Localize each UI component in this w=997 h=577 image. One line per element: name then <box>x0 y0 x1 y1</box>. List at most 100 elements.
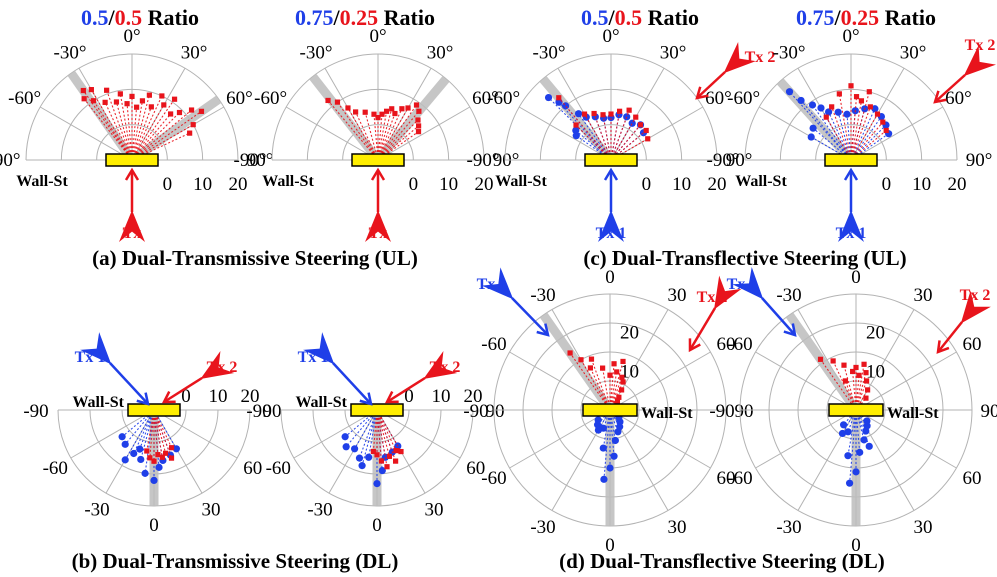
ray-line <box>377 113 396 161</box>
plot-a2: -90° -60° -30° 0° 30° 60° 90° 0 10 20 Wall-St Tx <box>234 26 519 242</box>
wall-label: Wall-St <box>495 173 547 190</box>
ray-line <box>153 409 173 448</box>
tx-arrow-head <box>161 391 176 404</box>
data-point-red <box>591 110 597 117</box>
data-point-red <box>378 458 385 464</box>
ray-line <box>131 95 150 161</box>
data-point-blue <box>141 469 149 477</box>
data-point-red <box>198 108 205 114</box>
ray-line <box>153 409 167 454</box>
data-point-red <box>643 127 649 134</box>
data-point-red <box>863 370 869 376</box>
data-point-red <box>616 108 623 114</box>
angle-tick-label: 60° <box>226 88 253 109</box>
angle-tick-label: 0° <box>602 26 619 47</box>
radial-tick-label: 10 <box>672 174 691 195</box>
data-point-blue <box>871 105 879 113</box>
ratio-red: 0.25 <box>340 5 379 30</box>
wall-label: Wall-St <box>735 173 787 190</box>
angle-tick-label: -90° <box>467 150 500 171</box>
data-point-red <box>190 122 196 128</box>
data-point-blue <box>785 88 794 96</box>
wall-structure: Wall-St <box>735 153 878 190</box>
data-point-blue <box>808 101 817 109</box>
data-point-red <box>865 387 871 393</box>
angle-tick-label: 60 <box>717 334 736 355</box>
data-point-blue <box>809 124 817 132</box>
data-point-red <box>858 98 865 104</box>
plot-b1: -90 -60 -30 0 30 60 90 0 10 20 Wall-St Tx 1 Tx 2 <box>23 332 282 536</box>
angle-tick-label: -30 <box>530 285 555 306</box>
data-point-red <box>619 374 625 380</box>
radial-tick-label: 0 <box>642 174 652 195</box>
plot-body: -90 -60 -30 0 30 60 90 0 10 20 Wall-St <box>23 386 282 536</box>
angle-tick-label: 90° <box>966 150 993 171</box>
tx-source-marker <box>423 350 458 380</box>
angle-tick-label: 30° <box>660 43 687 64</box>
ray-line <box>106 90 133 161</box>
data-point-blue <box>844 428 852 436</box>
radial-tick-label: 0 <box>181 386 191 407</box>
tx-arrow-line <box>761 297 796 336</box>
ray-line <box>344 409 378 438</box>
angle-tick-label: -60 <box>43 458 68 479</box>
ray-line <box>131 106 152 161</box>
ray-line <box>377 110 420 161</box>
ratio-word: Ratio <box>142 5 199 30</box>
angle-tick-label: -90 <box>246 401 271 422</box>
angle-tick-label: -30 <box>776 517 801 538</box>
angle-tick-label: 30 <box>668 517 687 538</box>
angle-tick-label: 90 <box>263 401 282 422</box>
data-point-red <box>117 91 123 97</box>
data-point-red <box>416 108 422 114</box>
angle-tick-label: 90 <box>735 401 754 422</box>
ray-line <box>131 104 165 161</box>
grid-spoke <box>39 106 133 161</box>
tx-arrow-line <box>332 362 372 405</box>
ray-line <box>580 359 611 411</box>
ray-line <box>139 409 155 450</box>
tx-source-marker <box>838 210 864 242</box>
tx-source-marker <box>481 267 514 300</box>
ray-line <box>850 96 858 161</box>
angle-tick-label: 0° <box>842 26 859 47</box>
data-point-red <box>168 445 175 451</box>
angle-tick-label: 30 <box>668 285 687 306</box>
ray-line <box>800 100 852 161</box>
data-point-red <box>611 361 617 367</box>
wall-rect <box>824 153 878 167</box>
data-point-blue <box>561 102 570 110</box>
tx-label: Tx 1 <box>836 225 867 242</box>
radial-tick-label: 0 <box>409 174 419 195</box>
ray-line <box>578 113 612 161</box>
tx-source-marker <box>119 210 145 242</box>
angle-tick-label: -30° <box>54 43 87 64</box>
data-point-red <box>645 136 651 142</box>
data-point-blue <box>611 436 619 445</box>
angle-tick-label: -60° <box>487 88 520 109</box>
series-red <box>325 97 422 161</box>
tx-arrow-line <box>386 376 426 404</box>
ray-line <box>849 409 857 484</box>
tx-arrow-head <box>843 167 859 181</box>
angle-tick-label: -60 <box>481 468 506 489</box>
data-point-red <box>856 372 862 378</box>
ray-line <box>377 108 403 161</box>
wall-rect <box>351 153 405 167</box>
ray-line <box>609 371 618 411</box>
tx-label: Tx 2 <box>207 359 238 376</box>
angle-ticks: -90 -60 -30 0 30 60 90 <box>246 401 504 536</box>
radial-tick-label: 10 <box>620 361 639 382</box>
data-point-red <box>155 452 161 458</box>
angle-tick-label: -90 <box>709 401 734 422</box>
ray-line <box>602 409 611 449</box>
data-point-red <box>362 109 368 115</box>
angle-tick-label: -90° <box>234 150 267 171</box>
tx-label: Tx 1 <box>727 276 758 293</box>
ray-line <box>838 93 852 161</box>
data-point-red <box>567 350 573 356</box>
tx-arrow-head <box>136 392 150 406</box>
grid-spoke <box>855 309 915 411</box>
grid-spoke <box>609 309 669 411</box>
